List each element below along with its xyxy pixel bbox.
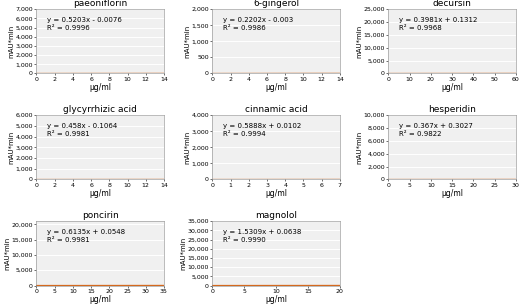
Text: y = 0.2202x - 0.003
R² = 0.9986: y = 0.2202x - 0.003 R² = 0.9986 xyxy=(222,17,293,31)
Text: y = 0.5203x - 0.0076
R² = 0.9996: y = 0.5203x - 0.0076 R² = 0.9996 xyxy=(47,17,121,31)
Y-axis label: mAU*min: mAU*min xyxy=(4,237,10,270)
Y-axis label: mAU*min: mAU*min xyxy=(356,25,362,58)
Title: glycyrrhizic acid: glycyrrhizic acid xyxy=(63,105,137,115)
Y-axis label: mAU*min: mAU*min xyxy=(8,25,14,58)
Title: hesperidin: hesperidin xyxy=(428,105,476,115)
Text: y = 0.458x - 0.1064
R² = 0.9981: y = 0.458x - 0.1064 R² = 0.9981 xyxy=(47,123,117,137)
Text: y = 1.5309x + 0.0638
R² = 0.9990: y = 1.5309x + 0.0638 R² = 0.9990 xyxy=(222,229,301,243)
Y-axis label: mAU*min: mAU*min xyxy=(184,25,190,58)
Text: y = 0.367x + 0.3027
R² = 0.9822: y = 0.367x + 0.3027 R² = 0.9822 xyxy=(399,123,473,137)
Title: 6-gingerol: 6-gingerol xyxy=(253,0,299,8)
Title: paeoniflorin: paeoniflorin xyxy=(73,0,127,8)
Title: decursin: decursin xyxy=(432,0,472,8)
X-axis label: μg/ml: μg/ml xyxy=(89,83,111,92)
Text: y = 0.3981x + 0.1312
R² = 0.9968: y = 0.3981x + 0.1312 R² = 0.9968 xyxy=(399,17,477,31)
Title: magnolol: magnolol xyxy=(255,212,297,220)
Title: poncirin: poncirin xyxy=(82,212,119,220)
X-axis label: μg/ml: μg/ml xyxy=(441,189,463,198)
Y-axis label: mAU*min: mAU*min xyxy=(180,237,186,270)
X-axis label: μg/ml: μg/ml xyxy=(265,83,287,92)
X-axis label: μg/ml: μg/ml xyxy=(89,189,111,198)
Title: cinnamic acid: cinnamic acid xyxy=(245,105,307,115)
Y-axis label: mAU*min: mAU*min xyxy=(184,131,190,164)
X-axis label: μg/ml: μg/ml xyxy=(265,295,287,304)
X-axis label: μg/ml: μg/ml xyxy=(441,83,463,92)
Y-axis label: mAU*min: mAU*min xyxy=(356,131,362,164)
X-axis label: μg/ml: μg/ml xyxy=(265,189,287,198)
X-axis label: μg/ml: μg/ml xyxy=(89,295,111,304)
Text: y = 0.5888x + 0.0102
R² = 0.9994: y = 0.5888x + 0.0102 R² = 0.9994 xyxy=(222,123,301,137)
Y-axis label: mAU*min: mAU*min xyxy=(8,131,14,164)
Text: y = 0.6135x + 0.0548
R² = 0.9981: y = 0.6135x + 0.0548 R² = 0.9981 xyxy=(47,229,125,243)
